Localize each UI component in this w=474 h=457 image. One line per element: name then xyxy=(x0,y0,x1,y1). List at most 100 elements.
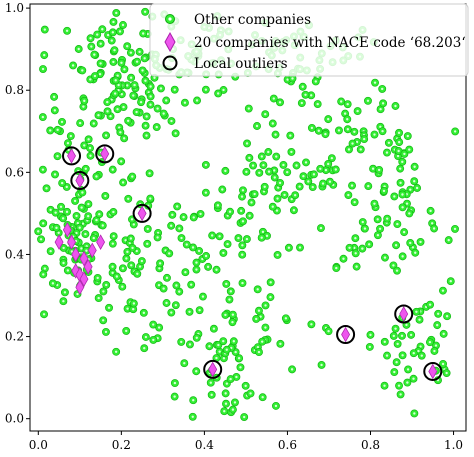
other-company-marker-center xyxy=(249,392,252,395)
other-company-marker-center xyxy=(428,303,432,306)
other-company-point xyxy=(344,191,353,199)
other-company-marker-center xyxy=(429,209,432,213)
other-company-marker-center xyxy=(392,334,396,338)
other-company-point xyxy=(60,288,69,297)
other-company-marker-center xyxy=(261,230,265,234)
other-company-marker-center xyxy=(245,142,249,145)
other-company-marker-center xyxy=(59,205,63,209)
other-company-point xyxy=(119,21,127,29)
other-company-point xyxy=(98,25,107,34)
other-company-marker-center xyxy=(377,168,381,172)
other-company-point xyxy=(58,117,66,126)
other-company-marker-center xyxy=(49,208,52,212)
other-company-marker-center xyxy=(417,349,420,353)
other-company-marker-center xyxy=(75,214,78,218)
other-company-marker-center xyxy=(412,377,415,380)
other-company-point xyxy=(94,294,103,303)
other-company-point xyxy=(86,151,95,160)
other-company-point xyxy=(195,306,204,315)
other-company-point xyxy=(122,326,131,335)
other-company-point xyxy=(319,179,327,188)
other-company-point xyxy=(268,119,277,128)
other-company-marker-center xyxy=(112,60,115,64)
other-company-point xyxy=(370,199,379,208)
other-company-point xyxy=(53,152,62,161)
other-company-point xyxy=(396,178,405,187)
other-company-point xyxy=(395,381,403,390)
other-company-marker-center xyxy=(355,265,358,268)
other-company-point xyxy=(181,268,190,277)
other-company-point xyxy=(189,213,198,222)
other-company-point xyxy=(37,235,45,244)
other-company-point xyxy=(53,125,62,134)
other-company-point xyxy=(110,46,119,55)
other-company-point xyxy=(226,287,235,296)
local-outlier-ring xyxy=(336,325,356,345)
other-company-point xyxy=(407,330,416,339)
other-company-point xyxy=(170,379,179,388)
other-company-point xyxy=(175,287,184,296)
other-company-marker-center xyxy=(399,393,402,396)
other-company-marker-center xyxy=(119,131,122,134)
other-company-marker-center xyxy=(168,252,171,255)
other-company-marker-center xyxy=(290,197,293,201)
other-company-point xyxy=(348,139,357,148)
other-company-marker-center xyxy=(110,39,113,42)
other-company-marker-center xyxy=(394,104,397,108)
other-company-point xyxy=(358,218,367,226)
other-company-marker-center xyxy=(149,95,152,98)
other-company-marker-center xyxy=(356,109,359,113)
other-company-point xyxy=(269,94,278,103)
other-company-point xyxy=(272,152,281,161)
other-company-point xyxy=(238,250,247,259)
other-company-marker-center xyxy=(104,194,107,198)
other-company-point xyxy=(252,315,261,323)
other-company-marker-center xyxy=(361,220,364,224)
other-company-marker-center xyxy=(66,141,70,145)
other-company-point xyxy=(297,99,306,107)
other-company-point xyxy=(120,134,129,143)
other-company-marker-center xyxy=(436,312,440,315)
other-company-marker-center xyxy=(95,218,98,222)
other-company-point xyxy=(78,66,87,75)
other-company-point xyxy=(81,164,90,173)
other-company-marker-center xyxy=(183,361,186,365)
other-company-marker-center xyxy=(275,209,279,212)
other-company-point xyxy=(228,310,237,319)
other-company-point xyxy=(124,116,133,125)
other-company-marker-center xyxy=(250,201,253,204)
other-company-point xyxy=(396,390,405,399)
other-company-point xyxy=(94,111,103,120)
other-company-point xyxy=(284,243,293,252)
other-company-point xyxy=(232,373,241,381)
other-company-marker-center xyxy=(354,252,357,255)
other-company-marker-center xyxy=(441,289,445,292)
other-company-point xyxy=(105,303,113,312)
other-company-marker-center xyxy=(145,134,148,137)
other-company-point xyxy=(108,262,117,271)
other-company-marker-center xyxy=(191,415,194,418)
other-company-marker-center xyxy=(119,160,123,163)
other-company-marker-center xyxy=(409,333,413,337)
other-company-marker-center xyxy=(275,155,278,158)
other-company-point xyxy=(146,82,155,91)
other-company-point xyxy=(325,177,334,186)
other-company-point xyxy=(221,389,230,398)
nace-company-point xyxy=(100,146,110,162)
other-company-marker-center xyxy=(283,193,286,197)
other-company-point xyxy=(221,310,230,319)
other-company-point xyxy=(416,237,425,246)
other-company-point xyxy=(373,231,382,240)
other-company-point xyxy=(255,168,264,177)
other-company-marker-center xyxy=(148,172,151,175)
other-company-point xyxy=(324,160,333,168)
other-company-marker-center xyxy=(406,381,409,384)
other-company-point xyxy=(271,401,280,410)
y-tick-label: 0.4 xyxy=(5,247,24,261)
other-company-marker-center xyxy=(353,200,356,204)
other-company-marker-center xyxy=(209,381,212,384)
other-company-point xyxy=(167,117,176,125)
other-company-marker-center xyxy=(112,235,115,238)
other-company-point xyxy=(39,65,47,73)
other-company-marker-center xyxy=(215,356,218,360)
